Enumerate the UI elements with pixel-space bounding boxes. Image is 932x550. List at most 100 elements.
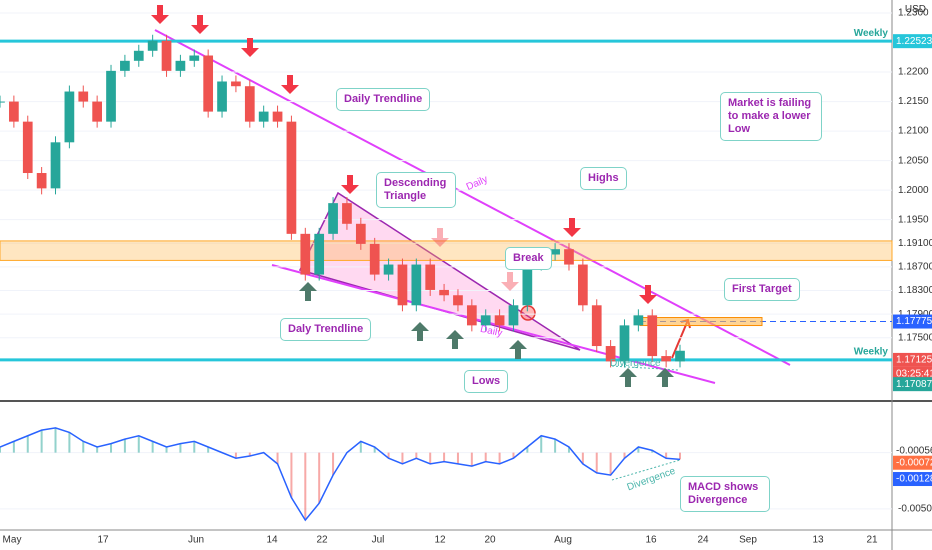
macd-hist — [387, 452, 390, 459]
annotation: First Target — [724, 278, 800, 301]
candle — [591, 305, 602, 347]
candle — [314, 233, 325, 275]
candle — [383, 264, 394, 275]
candle — [244, 86, 255, 122]
candle — [328, 203, 338, 234]
macd-hist — [512, 452, 515, 459]
candle — [522, 264, 533, 306]
macd-hist — [290, 452, 293, 498]
macd-badge — [893, 455, 932, 470]
candle — [661, 356, 671, 362]
candle — [147, 40, 158, 51]
x-tick-label: 12 — [434, 535, 446, 546]
arrow — [431, 228, 449, 247]
weekly-label: Weekly — [854, 347, 889, 358]
macd-hist — [470, 452, 473, 467]
macd-hist — [484, 452, 487, 462]
macd-hist — [123, 439, 126, 453]
macd-hist — [540, 435, 543, 453]
macd-hist — [0, 447, 1, 453]
arrow — [411, 322, 429, 341]
candle — [647, 315, 658, 357]
arrow — [341, 175, 359, 194]
candle — [605, 346, 616, 362]
y-tick-label: 1.18700 — [898, 262, 932, 273]
macd-hist — [12, 441, 15, 453]
y-tick-label: -0.00500 — [898, 504, 932, 515]
divergence-line — [611, 365, 679, 371]
macd-badge-text: -0.00128 — [896, 474, 932, 485]
annotation: Highs — [580, 167, 627, 190]
candle — [36, 173, 47, 189]
macd-hist — [401, 452, 404, 464]
candle — [64, 91, 75, 143]
candle — [425, 264, 436, 290]
macd-hist — [443, 452, 446, 462]
macd-hist — [110, 443, 113, 453]
macd-hist — [207, 447, 210, 453]
macd-hist — [526, 447, 529, 453]
candle — [78, 91, 89, 102]
arrow — [509, 340, 527, 359]
x-tick-label: Sep — [739, 535, 757, 546]
candle — [550, 249, 560, 255]
x-tick-label: Jul — [372, 535, 385, 546]
y-tick-label: 1.2100 — [898, 126, 929, 137]
candle — [9, 101, 19, 122]
annotation: Daly Trendline — [280, 318, 372, 341]
x-tick-label: Aug — [554, 535, 572, 546]
x-tick-label: 22 — [316, 535, 328, 546]
macd-badge — [893, 472, 932, 487]
macd-hist — [179, 443, 182, 453]
macd-hist — [429, 452, 432, 464]
candle — [355, 223, 366, 244]
candle — [22, 121, 33, 174]
macd-line — [0, 427, 681, 522]
arrow — [281, 75, 299, 94]
x-tick-label: 16 — [645, 535, 657, 546]
trendline — [154, 29, 791, 366]
x-tick-label: 20 — [484, 535, 496, 546]
macd-hist — [595, 452, 598, 473]
currency: USD — [904, 4, 926, 15]
candle — [342, 203, 352, 224]
arrow — [241, 38, 259, 57]
countdown: 03:25:41 — [896, 369, 932, 380]
x-tick-label: 14 — [266, 535, 278, 546]
annotation: Market is failing to make a lower Low — [720, 92, 822, 141]
candle — [217, 81, 227, 112]
line-label: Divergence — [610, 358, 661, 369]
trendline — [271, 264, 716, 384]
macd-hist — [137, 435, 140, 453]
candle — [300, 233, 311, 275]
macd-badge-text: -0.00056 — [896, 446, 932, 457]
price-badge — [893, 377, 932, 392]
candle — [272, 111, 283, 122]
x-tick-label: 17 — [97, 535, 109, 546]
break-circle — [520, 305, 536, 321]
y-tick-label: 1.2200 — [898, 67, 929, 78]
macd-hist — [26, 435, 29, 453]
macd-hist — [332, 452, 335, 476]
y-tick-label: 1.17500 — [898, 332, 932, 343]
arrow — [619, 368, 637, 387]
macd-hist — [609, 452, 612, 476]
y-tick-label: 1.19100 — [898, 238, 932, 249]
y-tick-label: 1.2000 — [898, 185, 929, 196]
price-badge — [893, 352, 932, 367]
macd-hist — [96, 447, 99, 453]
plot-bg — [0, 0, 892, 530]
candle — [439, 289, 449, 296]
y-tick-label: 1.1950 — [898, 214, 929, 225]
price-badge — [893, 34, 932, 49]
x-tick-label: 24 — [697, 535, 709, 546]
price-badge-text: 1.22523 — [896, 36, 932, 47]
candle — [369, 243, 380, 275]
y-tick-label: 1.2300 — [898, 8, 929, 19]
candle — [564, 249, 574, 265]
macd-hist — [554, 439, 557, 453]
candle — [106, 70, 116, 122]
x-tick-label: 13 — [812, 535, 824, 546]
macd-hist — [318, 452, 321, 504]
